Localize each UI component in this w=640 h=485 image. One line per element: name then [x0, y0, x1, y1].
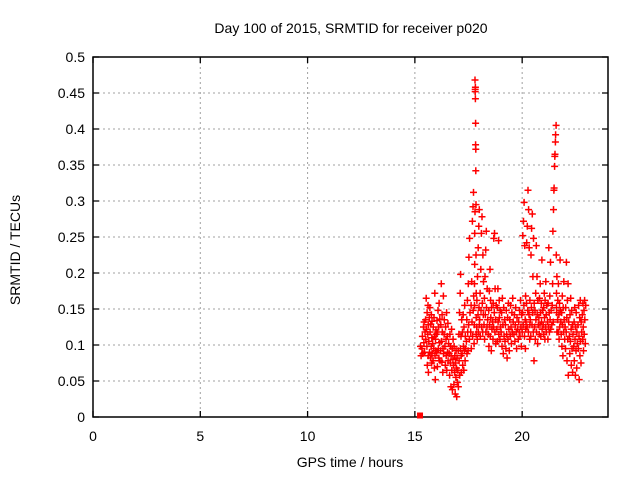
scatter-plus-markers	[417, 76, 590, 401]
data-points	[417, 76, 590, 419]
y-tick-label: 0.1	[66, 337, 86, 353]
grid-path	[93, 57, 608, 417]
chart-title: Day 100 of 2015, SRMTID for receiver p02…	[214, 20, 487, 36]
y-tick-label: 0.15	[58, 301, 85, 317]
y-tick-label: 0.35	[58, 157, 85, 173]
scatter-square-marker	[417, 412, 424, 419]
x-tick-label: 0	[89, 428, 97, 444]
y-tick-label: 0.2	[66, 265, 86, 281]
y-tick-label: 0	[77, 409, 85, 425]
y-tick-label: 0.25	[58, 229, 85, 245]
axis-ticks	[92, 56, 608, 418]
border-rect	[92, 56, 609, 418]
y-axis-label: SRMTID / TECUs	[7, 195, 23, 305]
y-tick-label: 0.4	[66, 121, 86, 137]
x-tick-label: 20	[514, 428, 530, 444]
y-tick-label: 0.3	[66, 193, 86, 209]
x-tick-label: 10	[300, 428, 316, 444]
plot-border	[92, 56, 609, 418]
x-tick-label: 5	[196, 428, 204, 444]
gridlines	[93, 57, 608, 417]
tick-labels: 0 0.05 0.1 0.15 0.2 0.25 0.3 0.35 0.4 0.45 0.5 0 5 10…	[58, 49, 530, 444]
y-tick-label: 0.05	[58, 373, 85, 389]
y-tick-label: 0.45	[58, 85, 85, 101]
x-axis-label: GPS time / hours	[297, 454, 404, 470]
y-tick-label: 0.5	[66, 49, 86, 65]
tick-marks-path	[92, 56, 608, 418]
x-tick-label: 15	[407, 428, 423, 444]
